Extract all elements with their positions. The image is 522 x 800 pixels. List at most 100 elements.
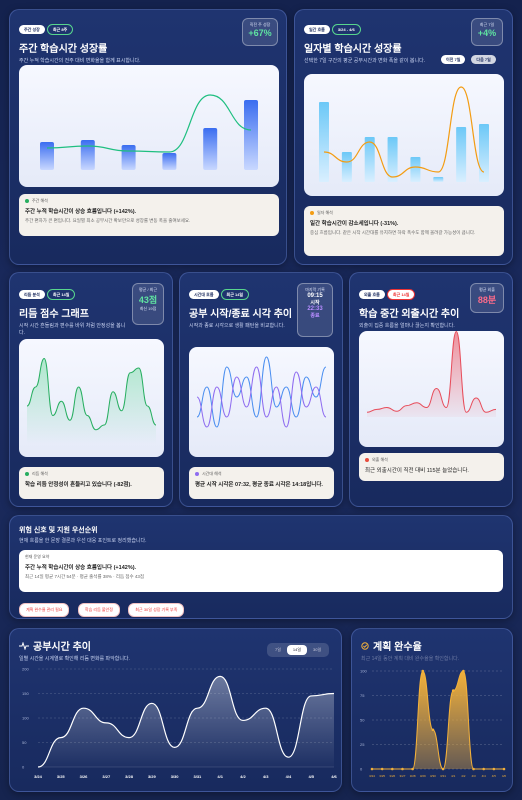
plan-point	[482, 767, 485, 771]
bar	[80, 140, 95, 170]
card-desc: 주간 누적 학습시간의 전주 대비 변화율을 함께 표시합니다.	[19, 58, 141, 64]
tag-daily: 일간 흐름	[304, 25, 330, 34]
end-line	[196, 366, 327, 428]
x-tick-label: 4/6	[502, 774, 507, 778]
check-circle-icon	[361, 641, 369, 650]
x-tick-label: 3/24	[369, 774, 375, 778]
weekly-chart	[40, 94, 258, 170]
y-tick-label: 25	[360, 742, 365, 747]
tag-weekly: 주간 성장	[19, 25, 45, 34]
risk-card: 위험 신호 및 지원 우선순위 현재 흐름을 한 문장 결론과 우선 대응 포인…	[9, 515, 513, 619]
plan-point	[401, 767, 404, 771]
outing-line	[366, 330, 497, 413]
bar	[479, 124, 489, 182]
card-desc: 현재 흐름을 한 문장 결론과 우선 대응 포인트로 정리했습니다.	[19, 538, 147, 544]
insight-note: 외출 해석 최근 외출시간이 직전 대비 115분 늘었습니다.	[359, 453, 504, 481]
tag-period: 최근 14일	[220, 289, 250, 300]
dot-icon	[25, 199, 29, 203]
tag-time: 시간대 흐름	[189, 290, 219, 299]
bar	[364, 137, 375, 182]
stat-box: 최근 7일 +4%	[471, 18, 503, 46]
x-tick-label: 3/31	[193, 774, 202, 779]
y-tick-label: 50	[360, 718, 365, 723]
study-line	[37, 675, 335, 768]
y-tick-label: 100	[360, 669, 367, 674]
bar	[433, 177, 444, 182]
card-desc: 외출이 집중 흐름을 얼마나 끊는지 확인합니다.	[359, 323, 455, 329]
stat-start-time: 09:15	[307, 293, 323, 299]
x-tick-label: 4/1	[451, 774, 456, 778]
plan-point	[451, 689, 455, 692]
pulse-icon	[19, 641, 29, 650]
range-14days[interactable]: 14일	[286, 645, 308, 655]
daily-growth-card: 일간 흐름 3/24 - 4/6 일자별 학습시간 성장률 선택한 7일 구간의 …	[294, 9, 513, 265]
stat-value: 43점	[138, 295, 158, 305]
card-title: 주간 학습시간 성장률	[19, 44, 108, 55]
x-tick-label: 4/2	[461, 774, 466, 778]
card-title: 학습 중간 외출시간 추이	[359, 309, 460, 320]
plan-point	[472, 767, 475, 771]
next-7days-button[interactable]: 다음 7일	[471, 55, 496, 64]
stat-box: 직전 주 성장 +67%	[242, 18, 278, 46]
card-desc: 선택한 7일 구간의 평균 공부시간과 변화 폭을 같이 봅니다.	[304, 58, 426, 64]
x-tick-label: 4/4	[286, 774, 292, 779]
stat-label: 마지막 기록	[305, 287, 325, 292]
bar	[319, 102, 329, 182]
x-tick-label: 3/30	[430, 774, 436, 778]
study-time-chart: 0 50 100 150 200 3/24 3/25 3/26 3/27 3/28 3/29 3/30…	[22, 667, 338, 780]
note-sub: 최근 14일 평균 7시간 54분 · 평균 출석률 38% · 리듬 점수 4…	[25, 574, 145, 579]
note-main: 주간 누적 학습시간이 상승 흐름입니다 (+142%).	[25, 209, 137, 215]
plan-line	[371, 670, 504, 770]
weekly-growth-card: 주간 성장 최근 8주 주간 학습시간 성장률 주간 누적 학습시간의 전주 대비…	[9, 9, 287, 265]
chart-area	[359, 330, 504, 447]
y-tick-label: 50	[22, 740, 27, 745]
outing-area	[367, 331, 496, 417]
stat-box: 평균 / 최근 43점 최신 19점	[132, 283, 164, 325]
tag-period: 최근 14일	[386, 289, 416, 300]
plan-completion-card: 계획 완수율 최근 14일 동안 계획 대비 완수율을 확인합니다. 0 25 50…	[351, 628, 513, 792]
plan-point	[431, 728, 435, 732]
x-tick-label: 4/3	[471, 774, 476, 778]
plan-completion-chart: 0 25 50 75 100 3/24 3/25 3/26 3/27 3/28 3/29 3/30 3/…	[360, 669, 507, 779]
summary-note: 현재 운영 요약 주간 누적 학습시간이 상승 흐름입니다 (+142%). 최…	[19, 550, 503, 592]
note-main: 최근 외출시간이 직전 대비 115분 늘었습니다.	[365, 468, 469, 474]
x-tick-label: 3/26	[389, 774, 395, 778]
x-tick-label: 4/4	[482, 774, 487, 778]
bar	[203, 128, 218, 170]
x-tick-label: 3/25	[57, 774, 66, 779]
bar	[121, 145, 136, 170]
x-tick-label: 3/29	[148, 774, 157, 779]
note-head: 현재 운영 요약	[25, 554, 50, 559]
plan-point	[380, 767, 384, 771]
prev-7days-button[interactable]: 이전 7일	[441, 55, 466, 64]
note-head: 리듬 해석	[32, 471, 48, 476]
range-7days[interactable]: 7일	[275, 647, 281, 652]
plan-point	[502, 767, 506, 771]
tag-period: 최근 8주	[46, 24, 74, 35]
chart-area	[19, 65, 279, 187]
x-tick-label: 4/5	[492, 774, 497, 778]
y-tick-label: 75	[360, 693, 365, 698]
x-tick-label: 3/27	[102, 774, 111, 779]
note-main: 학습 리듬 안정성이 흔들리고 있습니다 (-82점).	[25, 482, 132, 488]
tag-period: 최근 14일	[46, 289, 76, 300]
card-title: 공부 시작/종료 시각 추이	[189, 309, 293, 320]
study-area	[38, 676, 334, 767]
stat-box: 평균 외출 88분	[470, 283, 504, 313]
start-end-card: 시간대 흐름 최근 14일 공부 시작/종료 시각 추이 시작과 종료 시각으로 …	[179, 272, 343, 507]
daily-chart	[319, 86, 489, 182]
x-tick-label: 4/6	[331, 774, 337, 779]
stat-value: +67%	[248, 28, 272, 38]
insight-note: 주간 해석 주간 누적 학습시간이 상승 흐름입니다 (+142%). 주간 편…	[19, 194, 279, 236]
range-30days[interactable]: 30일	[313, 647, 322, 652]
rhythm-card: 리듬 분석 최근 14일 리듬 점수 그래프 시작 시간 흔들림과 편수를 바위 …	[9, 272, 173, 507]
stat-label: 최근 7일	[479, 22, 495, 27]
insight-note: 일자 해석 일간 학습시간이 감소세입니다 (-31%). 중심 흐름입니다. …	[304, 206, 504, 256]
note-head: 주간 해석	[32, 198, 48, 203]
outing-card: 외출 흐름 최근 14일 학습 중간 외출시간 추이 외출이 집중 흐름을 얼마나…	[349, 272, 513, 507]
card-desc: 시작 시간 흔들림과 편수를 바위 처럼 안정성을 봅니다.	[19, 323, 126, 336]
bar	[244, 100, 258, 170]
bar	[387, 137, 398, 182]
note-sub: 중심 흐름입니다. 같은 시작 시간대를 유지하면 하락 폭수도 함께 올려갈 …	[310, 230, 476, 235]
y-tick-label: 150	[22, 691, 29, 696]
